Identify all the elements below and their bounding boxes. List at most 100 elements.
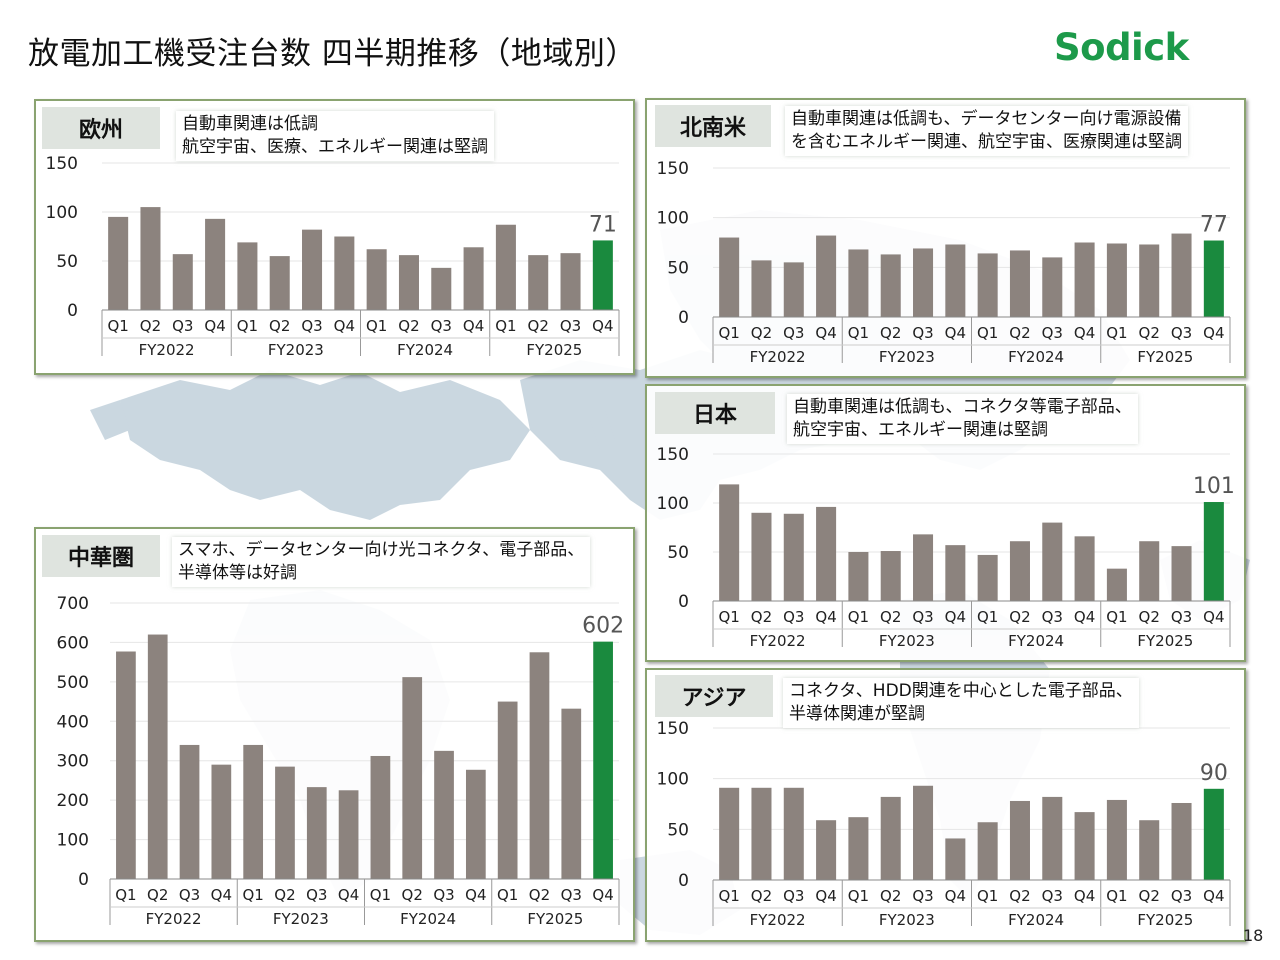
y-tick-label: 100 (657, 209, 689, 229)
note-north-south-america-line-2: を含むエネルギー関連、航空宇宙、医療関連は堅調 (791, 132, 1182, 152)
x-tick-label: Q2 (1139, 608, 1160, 626)
bar (243, 744, 264, 879)
bar (529, 652, 550, 879)
x-tick-label: Q1 (370, 886, 391, 904)
x-tick-label: Q2 (274, 886, 295, 904)
x-tick-label: Q2 (1009, 324, 1030, 342)
bar (370, 755, 391, 879)
y-tick-label: 150 (657, 445, 689, 465)
data-label-latest: 77 (1200, 213, 1228, 238)
note-japan-line-2: 航空宇宙、エネルギー関連は堅調 (793, 420, 1048, 440)
fiscal-year-label: FY2022 (750, 632, 806, 650)
bar (1009, 250, 1030, 317)
bar-highlight (1203, 502, 1224, 601)
bar (306, 787, 327, 879)
x-tick-label: Q2 (398, 317, 419, 335)
y-tick-label: 0 (78, 870, 89, 890)
fiscal-year-label: FY2025 (527, 910, 583, 928)
x-tick-label: Q3 (431, 317, 452, 335)
bar (719, 237, 740, 317)
note-greater-china: スマホ、データセンター向け光コネクタ、電子部品、 半導体等は好調 (172, 537, 591, 587)
bar (431, 267, 452, 310)
chart-greater-china: 0 100 200 300 400 500 600 700 602 Q1 Q2 Q3 Q4 Q1 Q2 Q3 Q… (57, 594, 625, 928)
x-tick-label: Q1 (237, 317, 258, 335)
x-tick-label: Q1 (107, 317, 128, 335)
bar (116, 651, 136, 879)
x-tick-label: Q1 (848, 324, 869, 342)
x-tick-label: Q4 (815, 324, 836, 342)
note-asia-line-1: コネクタ、HDD関連を中心とした電子部品、 (789, 681, 1133, 701)
bar (880, 254, 901, 317)
bar (560, 253, 581, 310)
x-tick-label: Q1 (977, 608, 998, 626)
fiscal-year-label: FY2023 (268, 341, 324, 359)
x-tick-label: Q2 (140, 317, 161, 335)
bar (913, 534, 934, 601)
x-tick-label: Q4 (592, 317, 613, 335)
x-tick-label: Q3 (301, 317, 322, 335)
bar (211, 764, 232, 879)
y-tick-label: 0 (678, 592, 689, 612)
bar (719, 787, 740, 880)
x-tick-label: Q4 (815, 887, 836, 905)
bar (751, 260, 772, 317)
x-tick-label: Q3 (912, 608, 933, 626)
x-tick-label: Q2 (751, 324, 772, 342)
bar (237, 242, 258, 310)
y-tick-label: 300 (57, 752, 89, 772)
bar (140, 207, 161, 310)
bar (783, 787, 804, 880)
x-tick-label: Q4 (465, 886, 486, 904)
x-tick-label: Q1 (718, 887, 739, 905)
bar (848, 817, 869, 880)
y-tick-label: 150 (657, 159, 689, 179)
bar-highlight (592, 240, 613, 310)
bar (465, 769, 486, 879)
fiscal-year-label: FY2022 (139, 341, 195, 359)
x-tick-label: Q1 (1106, 608, 1127, 626)
bar (528, 255, 549, 310)
bar (719, 484, 740, 601)
panel-asia: 0 50 100 150 90 Q1 Q2 Q3 Q4 Q1 Q2 Q3 Q4 Q1 Q2 Q3 Q4 Q1 Q2 Q… (645, 668, 1246, 942)
x-tick-label: Q2 (528, 317, 549, 335)
note-europe-line-2: 航空宇宙、医療、エネルギー関連は堅調 (182, 137, 488, 157)
fiscal-year-label: FY2023 (879, 911, 935, 929)
x-tick-label: Q4 (463, 317, 484, 335)
x-tick-label: Q4 (945, 324, 966, 342)
region-label-north-south-america: 北南米 (655, 105, 771, 147)
fiscal-year-label: FY2025 (526, 341, 582, 359)
x-tick-label: Q2 (880, 608, 901, 626)
x-tick-label: Q3 (912, 887, 933, 905)
bar (275, 766, 295, 879)
x-tick-label: Q3 (1171, 608, 1192, 626)
x-tick-label: Q3 (1171, 324, 1192, 342)
bar (1106, 568, 1127, 601)
data-label-latest: 602 (582, 614, 624, 639)
y-tick-label: 100 (57, 831, 89, 851)
bar (848, 552, 869, 601)
bar (334, 236, 355, 310)
x-tick-label: Q3 (912, 324, 933, 342)
note-greater-china-line-1: スマホ、データセンター向け光コネクタ、電子部品、 (178, 540, 585, 560)
bar (816, 235, 837, 317)
fiscal-year-label: FY2025 (1137, 911, 1193, 929)
bar (495, 224, 516, 310)
y-tick-label: 700 (57, 594, 89, 614)
panel-greater-china: 0 100 200 300 400 500 600 700 602 Q1 Q2 Q3 Q4 Q1 Q2 Q3 Q… (34, 527, 635, 942)
bar (751, 512, 772, 601)
bar (205, 218, 226, 310)
x-tick-label: Q1 (977, 324, 998, 342)
x-tick-label: Q3 (783, 324, 804, 342)
x-tick-label: Q1 (497, 886, 518, 904)
bar (913, 785, 934, 880)
x-tick-label: Q1 (718, 608, 739, 626)
bar-highlight (593, 641, 613, 879)
bar (977, 822, 998, 880)
region-label-asia: アジア (655, 675, 773, 717)
bar (1171, 802, 1192, 880)
sodick-logo[interactable]: Sodick (1054, 26, 1189, 69)
x-tick-label: Q3 (1171, 887, 1192, 905)
page-title: 放電加工機受注台数 四半期推移（地域別） (28, 36, 637, 72)
bar (172, 254, 193, 310)
bar (338, 790, 359, 879)
